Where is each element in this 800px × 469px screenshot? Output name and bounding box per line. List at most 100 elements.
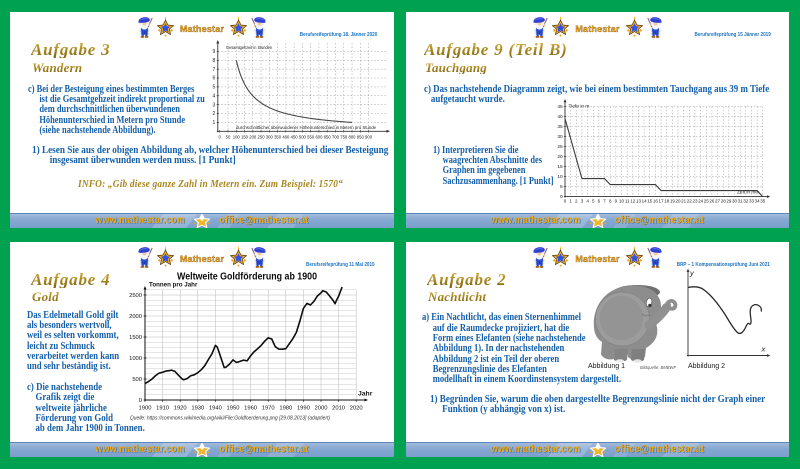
- svg-text:1: 1: [213, 120, 216, 126]
- svg-text:10: 10: [619, 199, 625, 204]
- svg-text:7: 7: [213, 67, 216, 73]
- svg-text:1940: 1940: [209, 406, 222, 412]
- svg-text:14: 14: [642, 199, 648, 204]
- svg-text:Gesamtgehzeit in Stunden: Gesamtgehzeit in Stunden: [226, 45, 272, 51]
- svg-text:1980: 1980: [279, 406, 292, 412]
- svg-text:17: 17: [659, 199, 665, 204]
- svg-text:23: 23: [692, 199, 698, 204]
- svg-text:3: 3: [213, 102, 216, 108]
- svg-text:1500: 1500: [129, 335, 142, 341]
- svg-text:450: 450: [291, 135, 299, 140]
- svg-text:3: 3: [581, 199, 584, 204]
- svg-text:28: 28: [721, 199, 727, 204]
- svg-text:200: 200: [249, 135, 257, 140]
- svg-text:20: 20: [675, 199, 681, 204]
- svg-text:750: 750: [340, 135, 348, 140]
- svg-text:850: 850: [357, 135, 365, 140]
- svg-text:45: 45: [557, 104, 563, 110]
- svg-text:0: 0: [219, 135, 222, 140]
- svg-text:150: 150: [241, 135, 249, 140]
- svg-text:Tonnen pro Jahr: Tonnen pro Jahr: [149, 282, 198, 289]
- svg-text:800: 800: [349, 135, 357, 140]
- svg-text:Weltweite Goldförderung ab 190: Weltweite Goldförderung ab 1900: [177, 272, 317, 283]
- svg-text:1950: 1950: [227, 406, 240, 412]
- svg-text:15: 15: [557, 164, 563, 170]
- svg-text:1000: 1000: [129, 356, 142, 362]
- svg-text:5: 5: [592, 199, 595, 204]
- svg-text:12: 12: [630, 199, 636, 204]
- svg-text:50: 50: [226, 135, 231, 140]
- svg-text:30: 30: [732, 199, 738, 204]
- svg-text:Tiefe in m: Tiefe in m: [569, 104, 590, 110]
- svg-text:25: 25: [704, 199, 710, 204]
- svg-text:27: 27: [715, 199, 721, 204]
- svg-text:16: 16: [653, 199, 659, 204]
- svg-text:40: 40: [557, 114, 563, 120]
- svg-text:0: 0: [139, 398, 142, 404]
- svg-text:1920: 1920: [174, 406, 187, 412]
- svg-text:Quelle: https://commons.wikime: Quelle: https://commons.wikimedia.org/wi…: [130, 416, 330, 422]
- svg-text:900: 900: [365, 135, 373, 140]
- svg-text:2500: 2500: [129, 293, 142, 299]
- svg-text:31: 31: [738, 199, 744, 204]
- svg-text:350: 350: [274, 135, 282, 140]
- svg-text:6: 6: [598, 199, 601, 204]
- svg-text:700: 700: [332, 135, 340, 140]
- svg-text:2000: 2000: [129, 314, 142, 320]
- svg-text:300: 300: [266, 135, 274, 140]
- svg-text:18: 18: [664, 199, 670, 204]
- svg-text:10: 10: [557, 174, 563, 180]
- svg-text:100: 100: [233, 135, 241, 140]
- svg-text:4: 4: [213, 93, 216, 99]
- svg-text:30: 30: [557, 134, 563, 140]
- svg-text:26: 26: [709, 199, 715, 204]
- svg-text:2: 2: [575, 199, 578, 204]
- svg-text:19: 19: [670, 199, 676, 204]
- svg-text:9: 9: [213, 49, 216, 55]
- svg-text:Jahr: Jahr: [358, 391, 373, 398]
- svg-text:24: 24: [698, 199, 704, 204]
- svg-text:13: 13: [636, 199, 642, 204]
- svg-text:500: 500: [132, 377, 142, 383]
- svg-text:5: 5: [213, 85, 216, 91]
- svg-text:0: 0: [560, 194, 563, 200]
- svg-text:1970: 1970: [262, 406, 275, 412]
- svg-text:33: 33: [749, 199, 755, 204]
- svg-text:1910: 1910: [156, 406, 169, 412]
- svg-text:35: 35: [760, 199, 766, 204]
- svg-text:x: x: [761, 345, 766, 354]
- svg-text:Zeit in min: Zeit in min: [737, 189, 759, 195]
- svg-text:2000: 2000: [315, 406, 328, 412]
- svg-text:250: 250: [258, 135, 266, 140]
- svg-text:29: 29: [726, 199, 732, 204]
- svg-text:500: 500: [299, 135, 307, 140]
- svg-text:2010: 2010: [332, 406, 345, 412]
- svg-text:550: 550: [307, 135, 315, 140]
- svg-text:400: 400: [282, 135, 290, 140]
- svg-text:1960: 1960: [244, 406, 257, 412]
- svg-text:20: 20: [557, 154, 563, 160]
- svg-text:650: 650: [324, 135, 332, 140]
- svg-text:35: 35: [557, 124, 563, 130]
- svg-text:8: 8: [213, 58, 216, 64]
- svg-text:6: 6: [213, 76, 216, 82]
- svg-text:9: 9: [615, 199, 618, 204]
- svg-text:1900: 1900: [139, 406, 152, 412]
- svg-text:15: 15: [647, 199, 653, 204]
- svg-text:22: 22: [687, 199, 693, 204]
- svg-text:y: y: [689, 269, 695, 278]
- svg-text:21: 21: [681, 199, 687, 204]
- svg-text:600: 600: [315, 135, 323, 140]
- svg-text:1: 1: [569, 199, 572, 204]
- svg-text:4: 4: [586, 199, 589, 204]
- svg-text:2020: 2020: [350, 406, 363, 412]
- svg-text:durchschnittlicher überwundene: durchschnittlicher überwundener Höhenunt…: [236, 125, 376, 131]
- svg-text:5: 5: [560, 184, 563, 190]
- svg-text:8: 8: [609, 199, 612, 204]
- svg-text:11: 11: [625, 199, 630, 204]
- svg-text:34: 34: [755, 199, 761, 204]
- svg-text:25: 25: [557, 144, 563, 150]
- svg-text:0: 0: [564, 199, 567, 204]
- svg-text:1990: 1990: [297, 406, 310, 412]
- svg-text:7: 7: [603, 199, 606, 204]
